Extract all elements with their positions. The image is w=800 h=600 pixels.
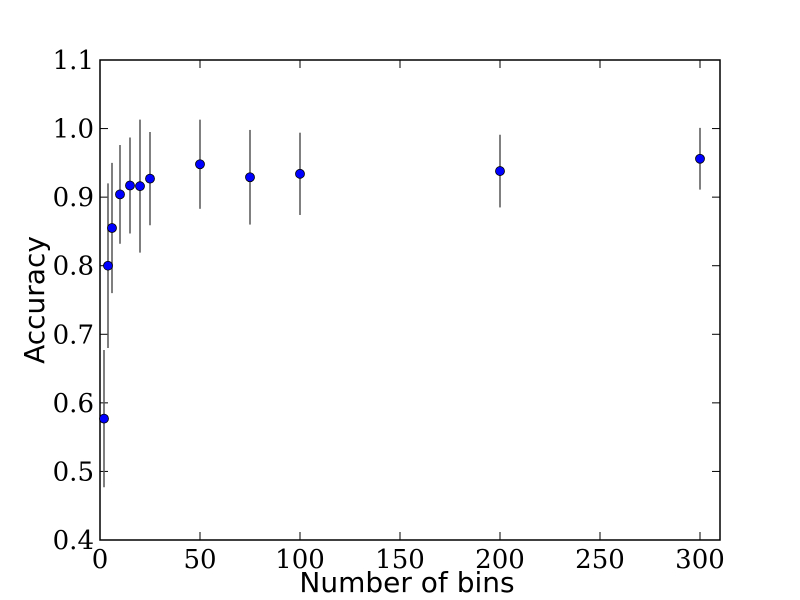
x-tick-label: 100 bbox=[275, 545, 325, 575]
data-point bbox=[495, 166, 505, 176]
x-tick-label: 300 bbox=[675, 545, 725, 575]
y-tick-label: 0.5 bbox=[53, 457, 94, 487]
y-tick-label: 0.7 bbox=[53, 320, 94, 350]
y-tick-label: 0.4 bbox=[53, 526, 94, 556]
y-tick-label: 1.1 bbox=[53, 46, 94, 76]
data-point bbox=[695, 153, 705, 164]
y-tick-label: 0.6 bbox=[53, 389, 94, 419]
x-tick-label: 200 bbox=[475, 545, 525, 575]
y-tick-label: 0.8 bbox=[53, 252, 94, 282]
error-bars bbox=[103, 119, 701, 488]
y-ticks: 0.4 0.5 0.6 0.7 0.8 0.9 1.0 1.1 bbox=[53, 46, 720, 556]
data-points bbox=[99, 153, 705, 424]
x-tick-label: 0 bbox=[92, 545, 109, 575]
data-point bbox=[195, 159, 205, 170]
data-point bbox=[245, 172, 255, 183]
data-point bbox=[115, 189, 125, 200]
y-axis-label: Accuracy bbox=[18, 236, 51, 364]
data-point bbox=[99, 413, 109, 424]
y-tick-label: 1.0 bbox=[53, 115, 94, 145]
x-tick-label: 250 bbox=[575, 545, 625, 575]
data-point bbox=[135, 181, 145, 192]
y-tick-label: 0.9 bbox=[53, 183, 94, 213]
plot-frame bbox=[99, 59, 721, 541]
data-point bbox=[103, 260, 113, 271]
x-axis-label: Number of bins bbox=[299, 566, 514, 599]
data-point bbox=[145, 173, 155, 184]
data-point bbox=[295, 168, 305, 179]
x-tick-label: 150 bbox=[375, 545, 425, 575]
data-point bbox=[125, 180, 135, 191]
x-ticks: 0 50 100 150 200 250 300 bbox=[92, 60, 725, 575]
x-tick-label: 50 bbox=[183, 545, 216, 575]
data-point bbox=[107, 223, 117, 233]
